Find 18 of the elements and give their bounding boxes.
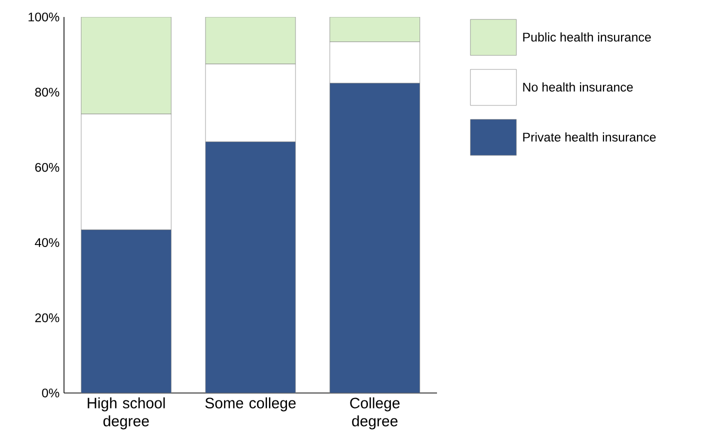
bar bbox=[205, 16, 296, 64]
bar bbox=[330, 16, 420, 42]
text: No health insurance bbox=[523, 82, 633, 92]
y-tick-label: 20% bbox=[35, 313, 60, 322]
y-tick-label: 0% bbox=[42, 388, 60, 398]
y-tick-label: 40% bbox=[34, 238, 60, 248]
bar bbox=[205, 142, 296, 393]
bar bbox=[330, 82, 420, 393]
text: Public health insurance bbox=[523, 32, 651, 42]
bar bbox=[80, 16, 172, 114]
x-tick-label: Some college bbox=[205, 397, 296, 412]
y-tick-label: 60% bbox=[35, 162, 60, 172]
y-tick-label: 100% bbox=[28, 12, 60, 22]
bar bbox=[80, 230, 172, 393]
x-tick-label: College degree bbox=[350, 397, 400, 430]
y-tick-label: 80% bbox=[35, 88, 60, 97]
x-tick-label: High school degree bbox=[88, 397, 165, 430]
text: Private health insurance bbox=[523, 132, 656, 142]
